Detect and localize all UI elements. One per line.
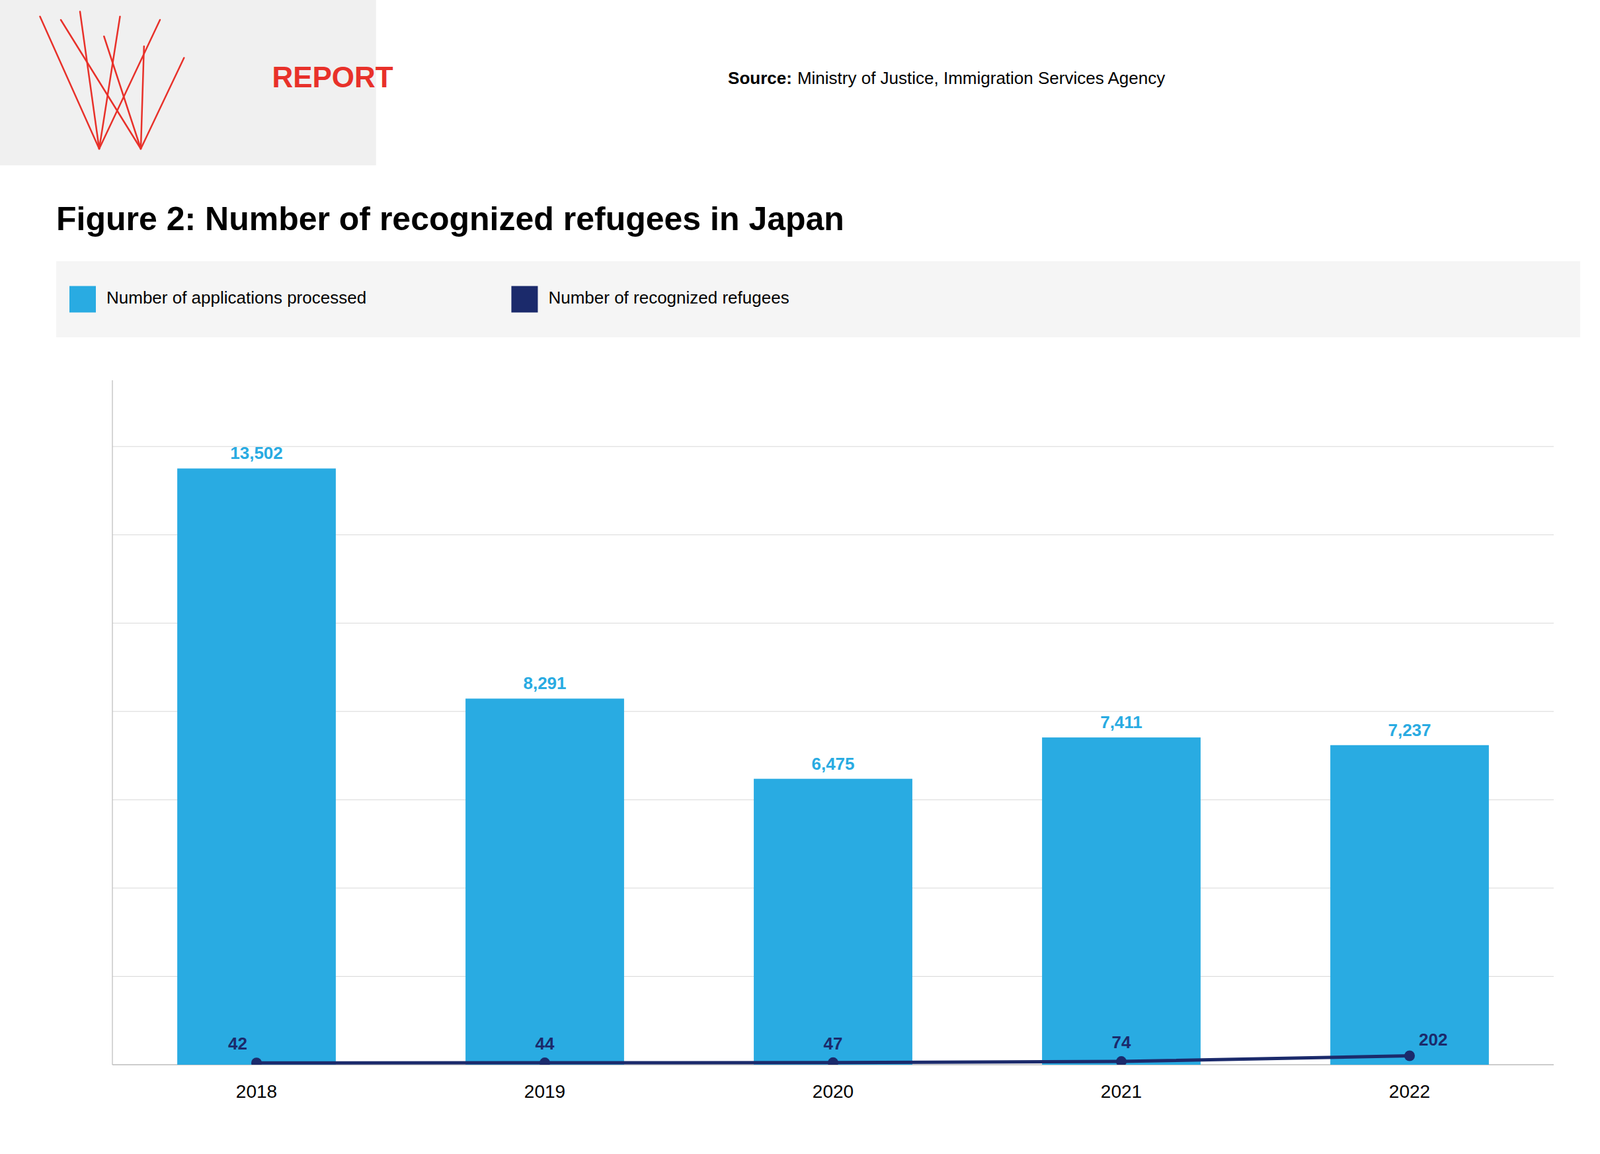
- legend-swatch: [69, 286, 96, 313]
- logo-line: [140, 46, 145, 149]
- source-label: Source:: [727, 68, 793, 88]
- y-range-line: [111, 380, 113, 1065]
- chart-container: REPORT Source:Ministry of Justice, Immigr…: [0, 0, 1600, 1154]
- bar-label: 7,237: [1387, 720, 1431, 740]
- bar: [1330, 745, 1489, 1065]
- x-tick-label: 2021: [1100, 1080, 1142, 1102]
- source-text: Source:Ministry of Justice, Immigration …: [727, 68, 1165, 88]
- line-label: 202: [1418, 1029, 1448, 1050]
- line-marker: [251, 1057, 262, 1065]
- legend-swatch: [511, 286, 538, 313]
- logo-line: [140, 58, 184, 150]
- logo-line: [99, 16, 120, 149]
- bar: [177, 468, 336, 1065]
- line-label: 44: [535, 1033, 555, 1054]
- data-labels: 13,502 8,291 6,475 7,411 7,237 42 44 47 74 202: [228, 442, 1448, 1054]
- bar-label: 6,475: [811, 753, 855, 774]
- x-tick-label: 2018: [236, 1080, 278, 1102]
- x-tick-label: 2022: [1389, 1080, 1431, 1102]
- legend-box: [56, 261, 1581, 338]
- source-name: Ministry of Justice, Immigration Service…: [797, 68, 1165, 88]
- chart-svg: REPORT Source:Ministry of Justice, Immigr…: [0, 0, 1600, 1154]
- grid-line: [112, 446, 1554, 447]
- bar: [465, 698, 625, 1065]
- line-marker: [539, 1057, 551, 1065]
- line-label: 74: [1112, 1032, 1132, 1052]
- bar: [1041, 737, 1201, 1065]
- logo: [40, 11, 185, 150]
- bar-label: 13,502: [230, 442, 283, 463]
- line-marker: [1116, 1055, 1127, 1065]
- title: Figure 2: Number of recognized refugees …: [56, 200, 845, 238]
- background: [0, 0, 1600, 1154]
- logo-line: [103, 36, 141, 149]
- legend-label: Number of recognized refugees: [548, 287, 789, 308]
- legend-label: Number of applications processed: [106, 287, 367, 308]
- bar: [753, 778, 913, 1065]
- line-marker: [1404, 1050, 1415, 1062]
- x-tick-label: 2019: [524, 1080, 566, 1102]
- report-text: REPORT: [271, 60, 393, 94]
- logo-line: [80, 11, 100, 150]
- x-tick-label: 2020: [812, 1080, 854, 1102]
- marks: [177, 468, 1489, 1065]
- bar-label: 7,411: [1100, 712, 1143, 732]
- bar-label: 8,291: [522, 673, 566, 693]
- line-label: 42: [228, 1033, 248, 1054]
- line-marker: [827, 1057, 839, 1065]
- line-label: 47: [823, 1033, 843, 1054]
